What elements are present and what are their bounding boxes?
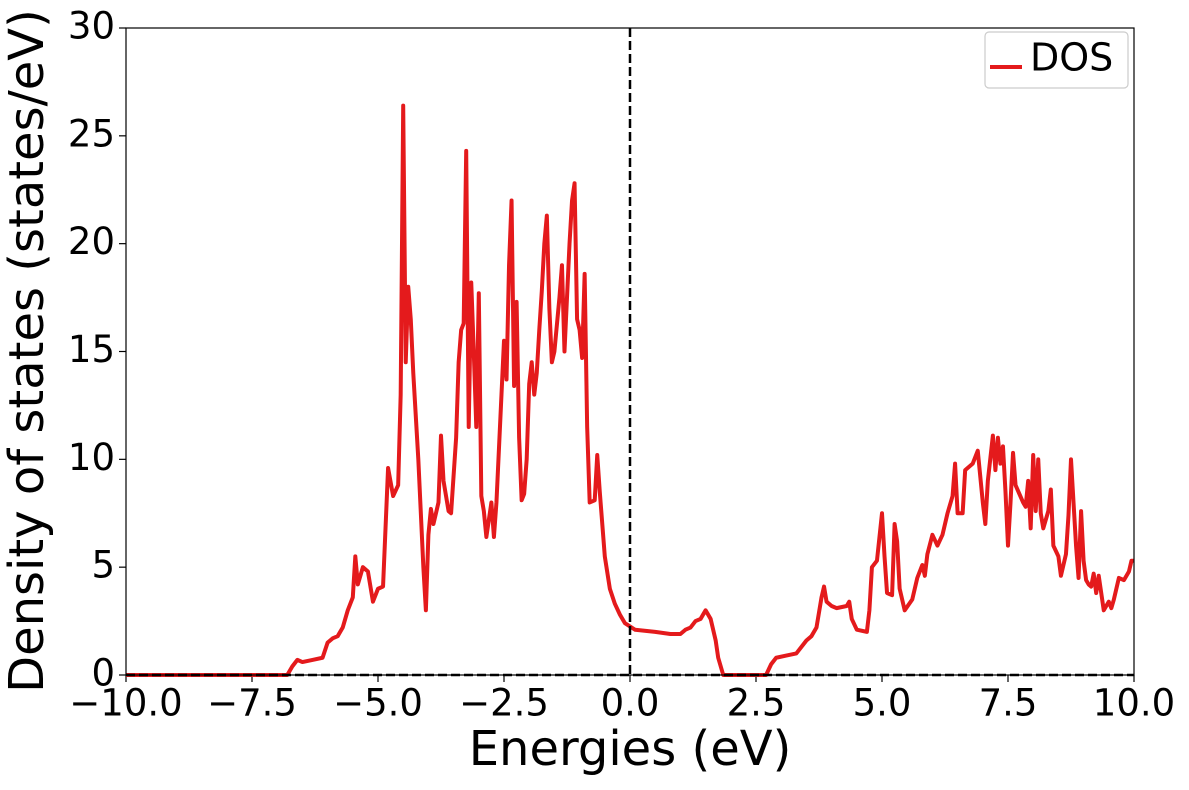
x-tick-label: −2.5: [459, 682, 549, 725]
y-tick-label: 15: [68, 328, 115, 371]
x-tick-label: 7.5: [979, 682, 1038, 725]
y-tick-label: 30: [68, 5, 115, 48]
x-tick-label: 0.0: [601, 682, 660, 725]
x-tick-label: 5.0: [853, 682, 912, 725]
y-tick-label: 10: [68, 436, 115, 479]
y-tick-label: 0: [91, 652, 115, 695]
y-tick-label: 5: [91, 544, 115, 587]
x-tick-label: 2.5: [727, 682, 786, 725]
plot-frame: [125, 27, 1135, 676]
y-tick-label: 25: [68, 112, 115, 155]
x-tick-label: −10.0: [69, 682, 182, 725]
x-axis-label: Energies (eV): [469, 721, 792, 777]
x-tick-label: 10.0: [1093, 682, 1175, 725]
x-tick-label: −5.0: [333, 682, 423, 725]
dos-line: [126, 103, 1134, 677]
legend-label: DOS: [1030, 36, 1113, 80]
legend-box: [984, 31, 1129, 89]
x-tick-label: −7.5: [207, 682, 297, 725]
y-axis-label: Density of states (states/eV): [0, 9, 55, 693]
y-tick-label: 20: [68, 220, 115, 263]
